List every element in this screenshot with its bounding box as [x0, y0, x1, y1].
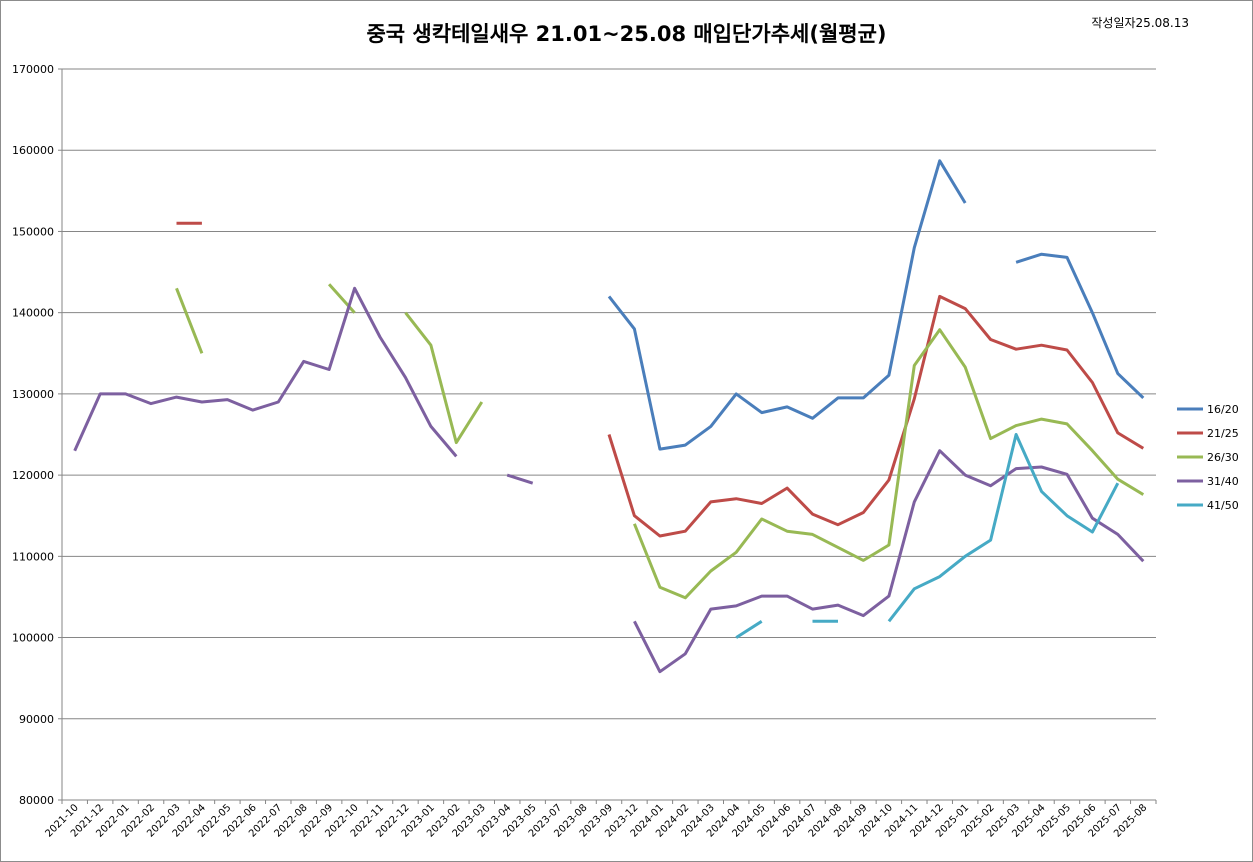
y-tick-label: 100000: [12, 632, 54, 645]
legend-item: 41/50: [1177, 499, 1239, 512]
legend-item: 26/30: [1177, 451, 1239, 464]
series-line-segment: [73, 286, 458, 458]
legend-item: 16/20: [1177, 403, 1239, 416]
legend-label: 16/20: [1207, 403, 1239, 416]
series-line-segment: [633, 449, 1145, 674]
series-line-segment: [607, 159, 967, 451]
y-tick-label: 160000: [12, 144, 54, 157]
y-axis-ticks: 80000 90000 100000 110000 120000 130000 140000…: [12, 63, 54, 807]
legend-label: 31/40: [1207, 475, 1239, 488]
legend: 16/20 21/25 26/30 31/40 41/50: [1177, 403, 1239, 512]
legend-item: 21/25: [1177, 427, 1239, 440]
y-tick-label: 150000: [12, 225, 54, 238]
y-tick-label: 170000: [12, 63, 54, 76]
creation-date: 작성일자25.08.13: [1091, 16, 1189, 30]
y-tick-label: 80000: [19, 794, 54, 807]
series-line-segment: [1015, 252, 1145, 399]
x-axis-ticks: 2021-102021-122022-012022-022022-032022-…: [44, 802, 1150, 839]
legend-label: 21/25: [1207, 427, 1239, 440]
series-line-segment: [633, 328, 1145, 600]
y-tick-label: 140000: [12, 307, 54, 320]
legend-label: 26/30: [1207, 451, 1239, 464]
series-41-50: [735, 433, 1120, 639]
legend-label: 41/50: [1207, 499, 1239, 512]
gridlines: [62, 68, 1156, 720]
series-line-segment: [506, 473, 534, 485]
series-line-segment: [404, 311, 484, 445]
series-line-segment: [887, 433, 1120, 623]
chart-title: 중국 생칵테일새우 21.01~25.08 매입단가추세(월평균): [366, 22, 887, 46]
series-31-40: [73, 286, 1145, 674]
y-tick-label: 110000: [12, 550, 54, 563]
axes: [58, 68, 1157, 804]
series-line-segment: [735, 620, 763, 639]
series-16-20: [607, 159, 1145, 451]
y-tick-label: 130000: [12, 388, 54, 401]
series-line-segment: [327, 283, 356, 314]
series-line-segment: [607, 294, 1145, 538]
series-21-25: [176, 221, 1145, 538]
y-tick-label: 120000: [12, 469, 54, 482]
series-lines: [73, 159, 1145, 674]
series-line-segment: [175, 287, 204, 354]
legend-item: 31/40: [1177, 475, 1239, 488]
y-tick-label: 90000: [19, 713, 54, 726]
series-26-30: [175, 283, 1145, 600]
